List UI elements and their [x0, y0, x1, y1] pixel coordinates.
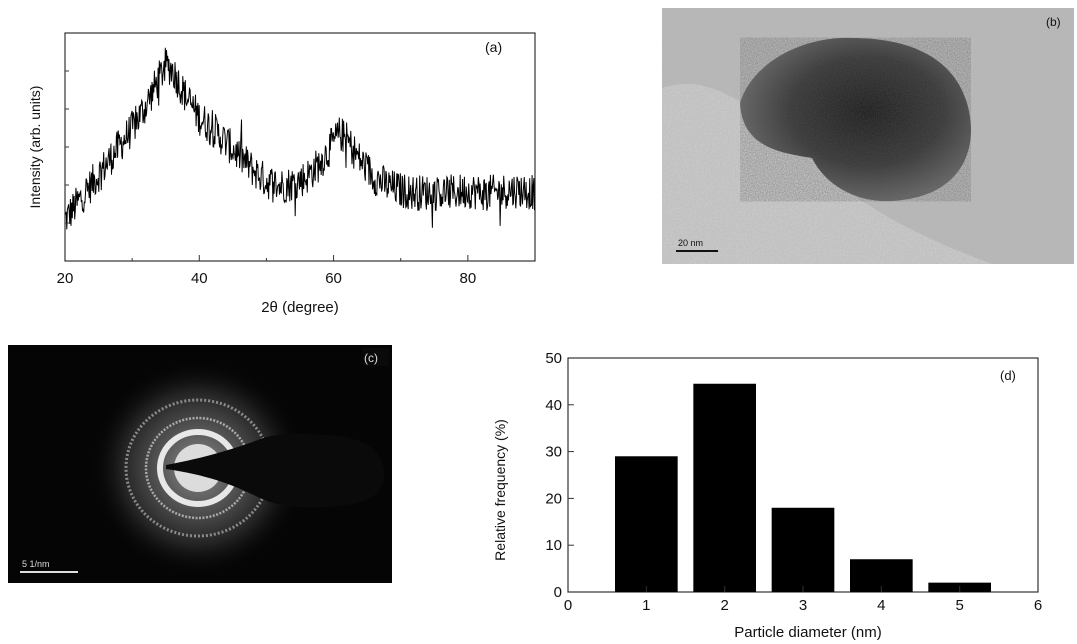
xrd-panel-label: (a): [485, 39, 502, 55]
xrd-x-tick-label: 60: [325, 270, 342, 287]
xrd-plot-frame: [64, 32, 536, 262]
tem-scale-label: 20 nm: [678, 238, 703, 248]
xrd-x-axis-label: 2θ (degree): [261, 299, 339, 316]
histogram-x-tick-label: 1: [642, 597, 650, 614]
saed-panel-label: (c): [364, 351, 378, 365]
histogram-bars: [615, 383, 991, 592]
histogram-chart: 0 1 2 3 4 5 6 0 10 20 30 40 50 (d) Particle diamete…: [492, 350, 1042, 641]
tem-image-panel: (b) 20 nm: [662, 8, 1074, 264]
histogram-y-axis-label: Relative frequency (%): [492, 419, 508, 561]
xrd-x-tick-label: 80: [460, 270, 477, 287]
saed-beam-stop: [166, 433, 385, 508]
xrd-chart: (a) 20 40 60 80 2θ (degree) Intensity (arb.…: [27, 32, 536, 316]
histogram-x-tick-label: 3: [799, 597, 807, 614]
histogram-x-tick-label: 4: [877, 597, 885, 614]
histogram-x-tick-label: 6: [1034, 597, 1042, 614]
histogram-x-tick-label: 2: [720, 597, 728, 614]
tem-panel-label: (b): [1046, 15, 1061, 29]
histogram-bar: [771, 507, 835, 592]
xrd-x-tick-label: 20: [57, 270, 74, 287]
histogram-y-tick-label: 0: [554, 584, 562, 601]
histogram-x-tick-label: 0: [564, 597, 572, 614]
histogram-y-tick-label: 40: [545, 397, 562, 414]
xrd-x-tick-label: 40: [191, 270, 208, 287]
histogram-y-tick-label: 10: [545, 537, 562, 554]
xrd-x-axis-ticks: 20 40 60 80: [57, 70, 477, 287]
xrd-series-line: [65, 47, 535, 230]
histogram-y-axis-ticks: 0 10 20 30 40 50: [545, 350, 574, 601]
histogram-x-tick-label: 5: [955, 597, 963, 614]
histogram-y-tick-label: 20: [545, 490, 562, 507]
histogram-y-tick-label: 50: [545, 350, 562, 367]
xrd-y-axis-label: Intensity (arb. units): [27, 86, 43, 209]
histogram-y-tick-label: 30: [545, 444, 562, 461]
histogram-x-axis-label: Particle diameter (nm): [734, 624, 882, 641]
histogram-bar: [693, 383, 756, 592]
saed-scale-label: 5 1/nm: [22, 559, 50, 569]
saed-image-panel: (c) 5 1/nm: [8, 345, 392, 583]
histogram-x-axis-ticks: 0 1 2 3 4 5 6: [564, 586, 1042, 614]
histogram-panel-label: (d): [1000, 368, 1016, 383]
histogram-bar: [615, 456, 678, 592]
